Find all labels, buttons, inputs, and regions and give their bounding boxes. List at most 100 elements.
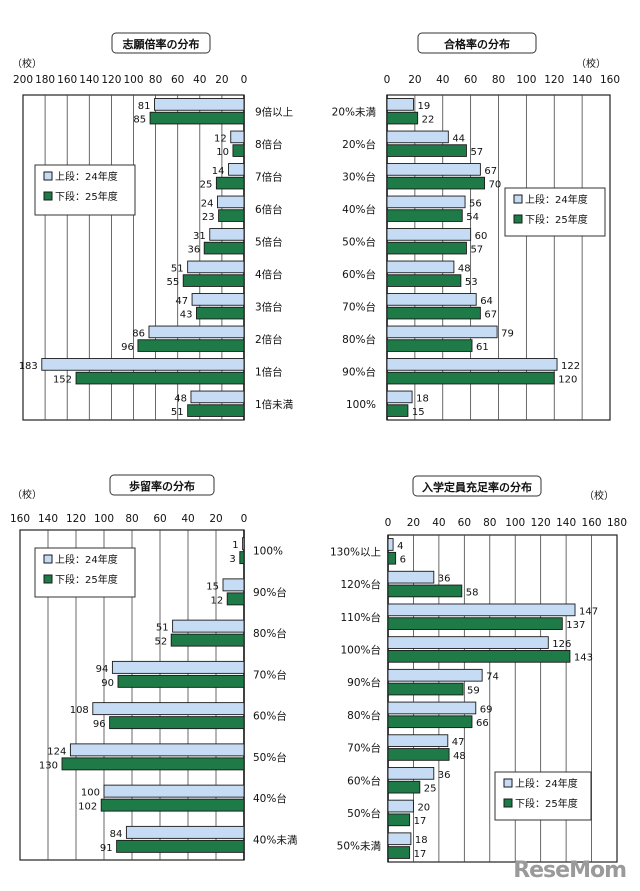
- x-tick-label: 140: [556, 517, 576, 529]
- data-label: 53: [465, 277, 478, 288]
- category-label: 100%: [253, 546, 283, 558]
- bar-fy25: [116, 839, 245, 853]
- x-tick-label: 180: [607, 517, 627, 529]
- bar-fy25: [149, 111, 245, 125]
- bar-fy25: [187, 404, 245, 417]
- category-label: 70%台: [347, 742, 381, 755]
- data-label: 122: [561, 361, 580, 372]
- bar-fy24: [125, 825, 245, 839]
- data-label: 51: [156, 623, 169, 634]
- x-tick-label: 100: [516, 74, 536, 86]
- x-tick-label: 0: [384, 74, 391, 86]
- bar-fy24: [386, 358, 558, 371]
- x-tick-label: 120: [101, 74, 121, 86]
- bar-fy24: [387, 832, 412, 846]
- data-label: 137: [566, 620, 585, 631]
- bar-fy25: [387, 650, 571, 663]
- data-label: 43: [180, 309, 193, 320]
- bar-fy25: [386, 209, 463, 222]
- data-label: 74: [486, 672, 499, 683]
- x-tick-label: 100: [123, 74, 143, 86]
- x-tick-label: 80: [492, 74, 505, 86]
- data-label: 15: [412, 407, 425, 418]
- category-label: 100%: [346, 399, 376, 411]
- x-tick-label: 20: [215, 74, 228, 86]
- x-tick-label: 100: [94, 513, 114, 525]
- data-label: 47: [175, 296, 188, 307]
- bar-fy24: [387, 799, 414, 813]
- legend-label: 上段：24年度: [515, 777, 578, 790]
- bar-fy24: [386, 98, 414, 111]
- data-label: 57: [470, 147, 483, 158]
- legend-swatch-fy25: [503, 798, 513, 808]
- bar-fy25: [386, 111, 419, 125]
- bar-fy25: [386, 306, 481, 320]
- bar-fy24: [154, 98, 245, 111]
- chart-2: 合格率の分布 （校） 0 20 40 60 80 100 120 140 160 20%未満 19 22 2…: [332, 32, 620, 421]
- bar-fy25: [61, 757, 245, 771]
- category-label: 7倍台: [255, 170, 283, 183]
- bar-fy24: [387, 603, 576, 617]
- chart-title: 志願倍率の分布: [123, 37, 200, 51]
- bar-fy24: [386, 293, 477, 306]
- data-label: 143: [574, 653, 593, 664]
- x-tick-label: 40: [193, 74, 206, 86]
- legend-label: 下段：25年度: [55, 573, 118, 586]
- chart-title-box: [109, 474, 215, 496]
- data-label: 108: [70, 705, 89, 716]
- bar-fy25: [386, 176, 486, 190]
- bar-fy24: [386, 130, 449, 144]
- data-label: 54: [466, 212, 479, 223]
- x-tick-label: 100: [505, 517, 525, 529]
- x-tick-label: 40: [436, 74, 449, 86]
- category-label: 90%台: [342, 365, 376, 378]
- x-tick-label: 0: [241, 513, 248, 525]
- data-label: 61: [476, 342, 489, 353]
- data-label: 10: [216, 147, 229, 158]
- category-label: 40%台: [342, 203, 376, 216]
- legend-swatch-fy25: [43, 191, 53, 201]
- data-label: 25: [200, 179, 213, 190]
- bar-fy24: [103, 784, 245, 798]
- x-tick-label: 160: [600, 74, 620, 86]
- category-label: 5倍台: [255, 235, 283, 248]
- category-label: 30%台: [342, 170, 376, 183]
- data-label: 69: [480, 704, 493, 715]
- bar-fy25: [226, 592, 245, 606]
- bar-fy25: [182, 274, 245, 287]
- bar-fy24: [387, 734, 449, 748]
- bar-fy24: [386, 390, 413, 404]
- category-label: 2倍台: [255, 333, 283, 346]
- x-tick-label: 140: [79, 74, 99, 86]
- data-label: 79: [501, 328, 514, 339]
- category-label: 130%以上: [330, 546, 381, 558]
- bar-fy25: [386, 241, 467, 255]
- bar-fy25: [386, 274, 462, 287]
- category-label: 50%台: [253, 751, 287, 764]
- chart-4: 入学定員充足率の分布 （校） 0 20 40 60 80 100 120 140 160 180 130…: [330, 475, 627, 863]
- data-label: 57: [470, 244, 483, 255]
- data-label: 120: [558, 374, 577, 385]
- bar-fy24: [69, 743, 245, 757]
- bar-fy24: [172, 619, 245, 633]
- category-label: 80%台: [253, 627, 287, 640]
- watermark-logo: ReseMom: [513, 858, 627, 883]
- data-label: 18: [416, 393, 429, 404]
- category-label: 60%台: [347, 774, 381, 787]
- bar-fy25: [387, 813, 411, 827]
- data-label: 24: [201, 198, 214, 209]
- data-label: 94: [96, 664, 109, 675]
- bar-fy25: [196, 306, 245, 320]
- data-label: 48: [453, 751, 466, 762]
- data-label: 100: [81, 788, 100, 799]
- bar-fy25: [232, 144, 245, 157]
- bar-fy24: [228, 163, 245, 176]
- data-label: 51: [171, 263, 184, 274]
- category-label: 40%台: [253, 792, 287, 805]
- bar-fy25: [387, 617, 563, 630]
- category-label: 40%未満: [253, 834, 298, 846]
- category-label: 20%台: [342, 138, 376, 151]
- category-label: 80%台: [347, 709, 381, 722]
- bar-fy25: [239, 551, 245, 565]
